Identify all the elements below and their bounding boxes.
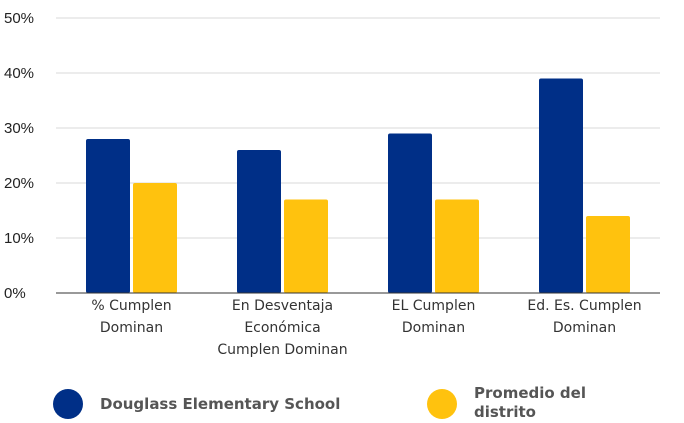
x-axis-category-labels: % Cumplen Dominan En Desventaja Económica Cu… <box>91 298 641 358</box>
legend-swatch <box>53 389 83 419</box>
y-tick-label: 10% <box>4 230 34 247</box>
bar-school <box>388 133 432 293</box>
y-tick-label: 30% <box>4 120 34 137</box>
legend: Douglass Elementary School Promedio del di… <box>53 384 586 421</box>
x-category-label: EL Cumplen Dominan <box>392 298 476 336</box>
y-tick-label: 0% <box>4 285 26 302</box>
legend-label: Douglass Elementary School <box>100 395 340 413</box>
y-tick-label: 20% <box>4 175 34 192</box>
bar-district <box>435 199 479 293</box>
bar-school <box>539 78 583 293</box>
bar-school <box>237 150 281 293</box>
legend-swatch <box>427 389 457 419</box>
y-tick-label: 50% <box>4 10 34 27</box>
bar-district <box>586 216 630 293</box>
bar-district <box>284 199 328 293</box>
x-category-label: En Desventaja Económica Cumplen Dominan <box>217 298 347 358</box>
bar-school <box>86 139 130 293</box>
bars <box>86 78 630 293</box>
legend-label: Promedio del distrito <box>474 384 586 421</box>
y-axis-tick-labels: 0% 10% 20% 30% 40% 50% <box>4 10 34 302</box>
x-category-label: % Cumplen Dominan <box>91 298 171 336</box>
y-tick-label: 40% <box>4 65 34 82</box>
x-category-label: Ed. Es. Cumplen Dominan <box>527 298 641 336</box>
bar-district <box>133 183 177 293</box>
